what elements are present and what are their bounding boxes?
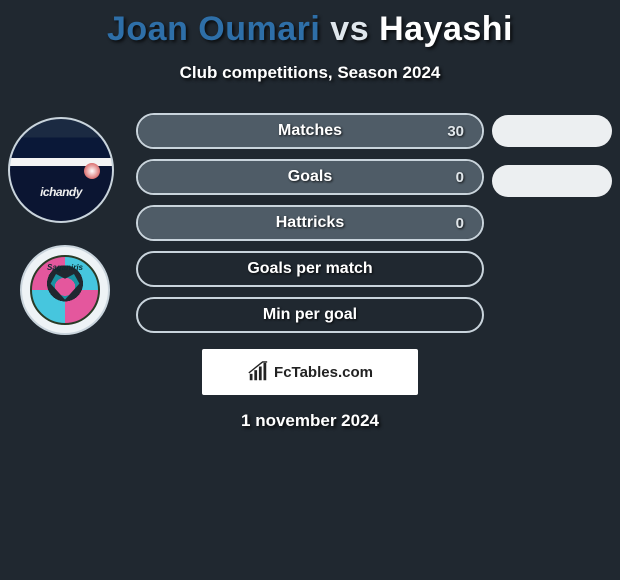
avatar-column: ichandy Saganiris <box>8 113 128 335</box>
date-line: 1 november 2024 <box>0 411 620 431</box>
chart-icon <box>247 361 269 383</box>
stat-row: Matches 30 <box>136 113 484 149</box>
player2-crest-text: Saganiris <box>47 263 83 272</box>
stat-row: Goals 0 <box>136 159 484 195</box>
stat-label: Matches <box>278 122 342 140</box>
player1-jersey-text: ichandy <box>40 185 82 199</box>
comparison-card: Joan Oumari vs Hayashi Club competitions… <box>0 0 620 431</box>
title-player1: Joan Oumari <box>107 10 320 48</box>
subtitle: Club competitions, Season 2024 <box>0 63 620 83</box>
player2-crest-icon: Saganiris <box>30 255 100 325</box>
stat-row: Hattricks 0 <box>136 205 484 241</box>
title-player2: Hayashi <box>379 10 513 48</box>
comparison-pill <box>492 165 612 197</box>
player2-avatar: Saganiris <box>20 245 110 335</box>
body-row: ichandy Saganiris Matches30Goals0Hattric… <box>0 113 620 335</box>
player1-badge-icon <box>84 163 100 179</box>
player1-avatar: ichandy <box>8 117 114 223</box>
comparison-pill <box>492 115 612 147</box>
stat-value-left: 0 <box>456 215 464 232</box>
stat-label: Min per goal <box>263 306 357 324</box>
stat-label: Goals per match <box>247 260 372 278</box>
right-column <box>492 113 612 197</box>
stat-value-left: 30 <box>447 123 464 140</box>
stat-label: Goals <box>288 168 332 186</box>
stat-label: Hattricks <box>276 214 344 232</box>
brand-text: FcTables.com <box>274 364 373 381</box>
stat-row: Min per goal <box>136 297 484 333</box>
stats-column: Matches 30 Goals 0 Hattricks 0 Goals per match… <box>128 113 492 333</box>
stat-value-left: 0 <box>456 169 464 186</box>
page-title: Joan Oumari vs Hayashi <box>0 10 620 49</box>
brand-box[interactable]: FcTables.com <box>202 349 418 395</box>
title-vs: vs <box>330 10 369 48</box>
stat-row: Goals per match <box>136 251 484 287</box>
